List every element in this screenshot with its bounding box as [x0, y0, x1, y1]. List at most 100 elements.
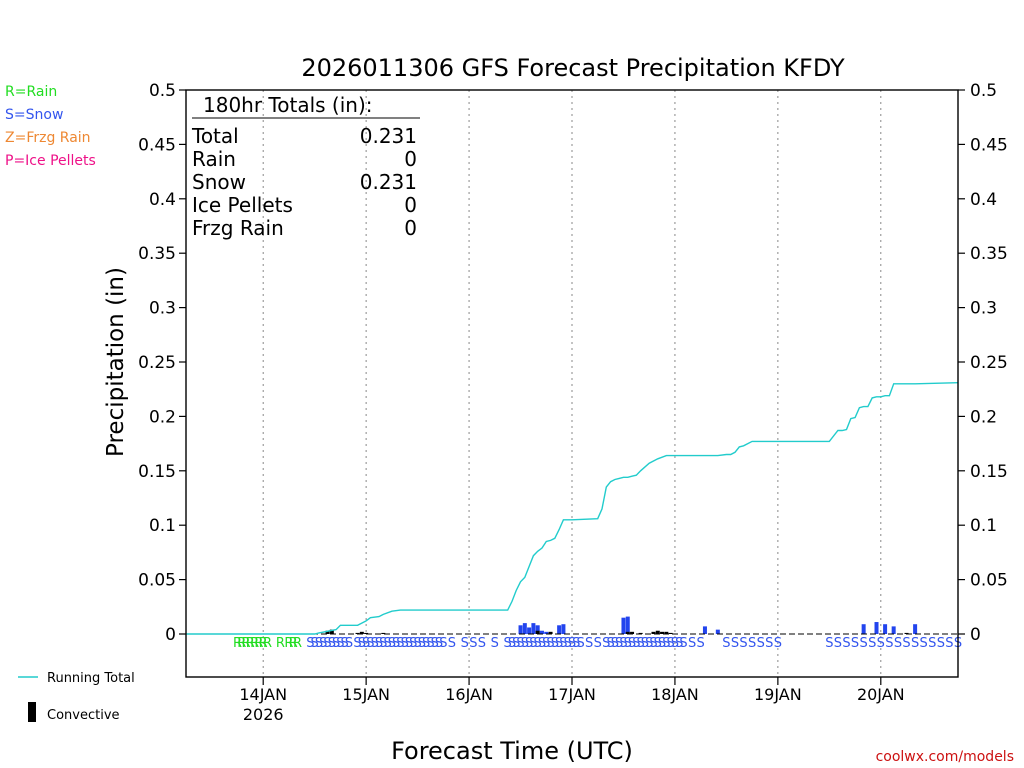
- precip-type-mark: S: [568, 636, 576, 651]
- running-total-legend-label: Running Total: [47, 671, 135, 686]
- precip-type-key: Z=Frzg Rain: [5, 130, 91, 146]
- snow-bar: [561, 624, 566, 634]
- precip-type-mark: S: [461, 636, 469, 651]
- convective-legend-label: Convective: [47, 708, 120, 723]
- snow-bar: [861, 624, 866, 634]
- precip-type-mark: S: [774, 636, 782, 651]
- precip-type-mark: S: [392, 636, 400, 651]
- precip-type-mark: S: [559, 636, 567, 651]
- precip-type-mark: S: [825, 636, 833, 651]
- precip-type-mark: S: [606, 636, 614, 651]
- precip-type-mark: S: [688, 636, 696, 651]
- precip-type-mark: S: [851, 636, 859, 651]
- precip-type-mark: S: [306, 636, 314, 651]
- precip-type-mark: S: [371, 636, 379, 651]
- precip-type-mark: S: [658, 636, 666, 651]
- precip-type-mark: S: [422, 636, 430, 651]
- convective-bar: [904, 632, 909, 634]
- totals-row-label: Snow: [192, 170, 246, 194]
- convective-bar: [359, 631, 364, 634]
- y-tick-label: 0.5: [970, 81, 997, 101]
- precip-type-mark: S: [341, 636, 349, 651]
- precip-type-mark: S: [594, 636, 602, 651]
- totals-row-label: Frzg Rain: [192, 216, 284, 240]
- precip-type-mark: R: [246, 636, 255, 651]
- snow-bar: [621, 617, 626, 634]
- precip-type-mark: S: [624, 636, 632, 651]
- precip-type-mark: S: [383, 636, 391, 651]
- precip-type-mark: S: [748, 636, 756, 651]
- precip-type-mark: S: [448, 636, 456, 651]
- precip-type-mark: S: [602, 636, 610, 651]
- y-tick-label: 0: [165, 625, 176, 645]
- totals-row-label: Ice Pellets: [192, 193, 293, 217]
- snow-bar: [518, 625, 523, 634]
- precip-type-mark: R: [284, 636, 293, 651]
- y-tick-label: 0.15: [138, 462, 176, 482]
- source-credit: coolwx.com/models: [876, 749, 1014, 765]
- precip-type-mark: S: [478, 636, 486, 651]
- convective-bar: [625, 631, 630, 634]
- precip-type-mark: S: [366, 636, 374, 651]
- snow-bar: [535, 625, 540, 634]
- precip-type-mark: S: [409, 636, 417, 651]
- x-tick-label: 18JAN: [651, 685, 699, 704]
- precip-type-mark: R: [263, 636, 272, 651]
- precip-type-mark: S: [945, 636, 953, 651]
- precip-type-mark: S: [435, 636, 443, 651]
- totals-rows: Total 0.231 Rain 0 Snow 0.231 Ice Pellets 0 Frzg…: [191, 124, 417, 240]
- precip-type-mark: S: [632, 636, 640, 651]
- convective-bar: [668, 632, 673, 634]
- precip-type-mark: S: [542, 636, 550, 651]
- convective-bar: [535, 630, 540, 634]
- precip-type-mark: S: [426, 636, 434, 651]
- chart-title: 2026011306 GFS Forecast Precipitation KF…: [301, 54, 845, 82]
- y-axis-left: 0.5 0.45 0.4 0.35 0.3 0.25 0.2 0.15 0.1 0.05 0: [138, 81, 186, 645]
- precip-type-mark: S: [332, 636, 340, 651]
- snow-bar: [883, 624, 888, 634]
- snow-bar: [913, 624, 918, 634]
- convective-bar: [364, 632, 369, 634]
- precip-type-mark: S: [654, 636, 662, 651]
- precip-type-mark: R: [237, 636, 246, 651]
- precip-type-mark: R: [259, 636, 268, 651]
- precip-type-mark: S: [628, 636, 636, 651]
- y-tick-label: 0.2: [970, 407, 997, 427]
- precip-type-mark: S: [353, 636, 361, 651]
- totals-row-value: 0: [404, 147, 417, 171]
- totals-row-value: 0: [404, 216, 417, 240]
- precip-type-mark: S: [662, 636, 670, 651]
- precip-type-mark: S: [911, 636, 919, 651]
- y-tick-label: 0.4: [970, 190, 997, 210]
- precip-type-mark: S: [401, 636, 409, 651]
- y-tick-label: 0.35: [970, 244, 1008, 264]
- convective-bar: [548, 631, 553, 634]
- precip-type-mark: S: [521, 636, 529, 651]
- precip-type-mark: S: [525, 636, 533, 651]
- convective-legend-swatch: [28, 702, 36, 722]
- precip-type-mark: S: [928, 636, 936, 651]
- snow-bar: [891, 626, 896, 634]
- totals-header: 180hr Totals (in):: [203, 93, 373, 117]
- precip-type-mark: S: [920, 636, 928, 651]
- precip-type-mark: S: [739, 636, 747, 651]
- x-axis-label: Forecast Time (UTC): [391, 737, 633, 765]
- y-tick-label: 0.3: [970, 299, 997, 319]
- totals-row-label: Total: [191, 124, 239, 148]
- precip-bars: [518, 616, 918, 634]
- precip-type-mark: S: [512, 636, 520, 651]
- snow-bar: [544, 631, 549, 634]
- precip-type-mark: S: [336, 636, 344, 651]
- precip-type-mark: S: [765, 636, 773, 651]
- x-tick-label: 14JAN: [239, 685, 287, 704]
- x-tick-label: 15JAN: [342, 685, 390, 704]
- precip-type-mark: S: [937, 636, 945, 651]
- snow-bar: [557, 625, 562, 634]
- precip-type-mark: S: [362, 636, 370, 651]
- precip-type-mark: S: [345, 636, 353, 651]
- convective-bar: [638, 632, 643, 634]
- precip-type-legend: R=Rain S=Snow Z=Frzg Rain P=Ice Pellets: [5, 84, 96, 169]
- snow-bar: [522, 623, 527, 634]
